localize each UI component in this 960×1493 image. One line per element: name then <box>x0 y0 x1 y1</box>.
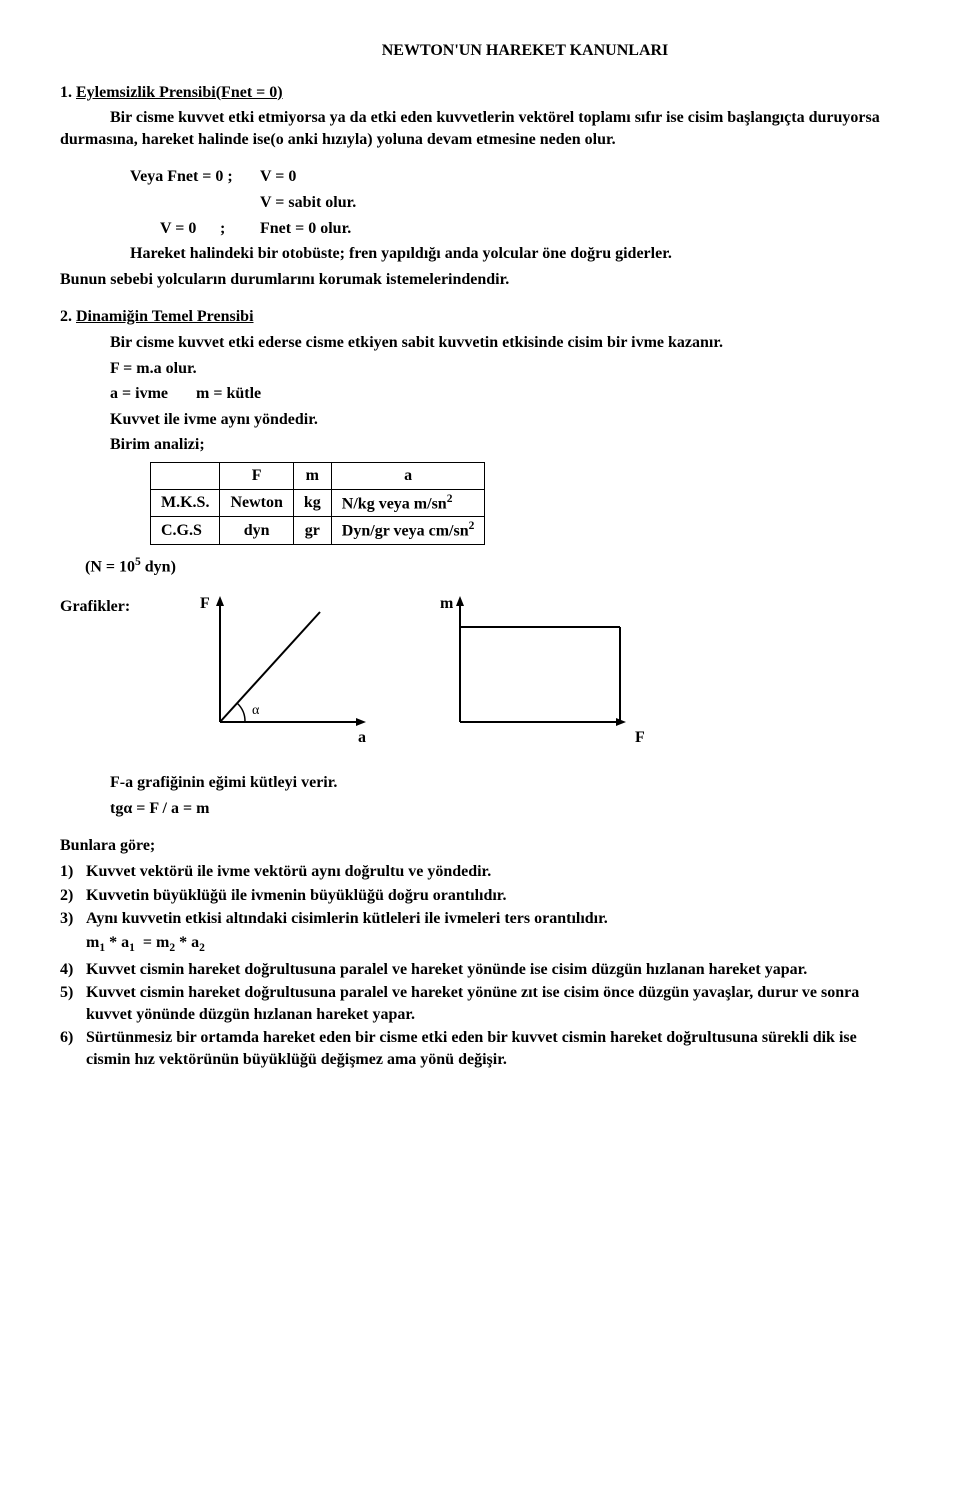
extra-formula: m1 * a1 = m2 * a2 <box>86 932 900 957</box>
cell: dyn <box>220 517 293 545</box>
slope-line1: F-a grafiğinin eğimi kütleyi verir. <box>110 772 900 794</box>
list-item: 2) Kuvvetin büyüklüğü ile ivmenin büyükl… <box>60 885 900 907</box>
s1-line5: Bunun sebebi yolcuların durumlarını koru… <box>60 269 900 291</box>
cell: N/kg veya m/sn2 <box>331 489 485 517</box>
section-2-paragraph: Bir cisme kuvvet etki ederse cisme etkiy… <box>60 332 900 354</box>
list-text: Kuvvet vektörü ile ivme vektörü aynı doğ… <box>86 861 900 883</box>
list-text: Kuvvet cismin hareket doğrultusuna paral… <box>86 959 900 981</box>
s2-line2a: a = ivme <box>110 385 168 402</box>
cell: gr <box>293 517 331 545</box>
graphs-row: Grafikler: F a α m F <box>60 592 900 762</box>
axis-label-m: m <box>440 595 454 612</box>
cell: Newton <box>220 489 293 517</box>
list-item: 6) Sürtünmesiz bir ortamda hareket eden … <box>60 1027 900 1070</box>
dyn-note: (N = 105 dyn) <box>85 555 900 578</box>
slope-line2: tgα = F / a = m <box>110 798 900 820</box>
list-text: Aynı kuvvetin etkisi altındaki cisimleri… <box>86 908 900 930</box>
table-row: M.K.S. Newton kg N/kg veya m/sn2 <box>151 489 485 517</box>
s1-line1a: Veya Fnet = 0 ; <box>130 166 260 188</box>
list-item: 4) Kuvvet cismin hareket doğrultusuna pa… <box>60 959 900 981</box>
s1-line3c: Fnet = 0 olur. <box>260 218 351 240</box>
list-number: 1) <box>60 861 86 883</box>
s2-line1: F = m.a olur. <box>110 358 900 380</box>
s2-line2b: m = kütle <box>196 385 261 402</box>
s1-line1b: V = 0 <box>260 166 296 188</box>
axis-label-F: F <box>200 595 210 612</box>
section-1-number: 1. <box>60 84 72 101</box>
s1-line4: Hareket halindeki bir otobüste; fren yap… <box>130 243 900 265</box>
cell: F <box>220 462 293 489</box>
alpha-label: α <box>252 703 260 718</box>
list-text: Kuvvetin büyüklüğü ile ivmenin büyüklüğü… <box>86 885 900 907</box>
s2-line2: a = ivme m = kütle <box>110 383 900 405</box>
section-1-paragraph: Bir cisme kuvvet etki etmiyorsa ya da et… <box>60 107 900 150</box>
graph-f-a: F a α <box>190 592 390 762</box>
table-row: F m a <box>151 462 485 489</box>
s1-line3b: ; <box>220 218 260 240</box>
graph-m-f: m F <box>430 592 660 762</box>
section-2-title: Dinamiğin Temel Prensibi <box>76 308 254 325</box>
axis-label-a: a <box>358 729 366 746</box>
list-number: 4) <box>60 959 86 981</box>
list-text: Kuvvet cismin hareket doğrultusuna paral… <box>86 982 900 1025</box>
cell: a <box>331 462 485 489</box>
graphs-label: Grafikler: <box>60 592 130 618</box>
list-item: 1) Kuvvet vektörü ile ivme vektörü aynı … <box>60 861 900 883</box>
cell: kg <box>293 489 331 517</box>
list-item: 5) Kuvvet cismin hareket doğrultusuna pa… <box>60 982 900 1025</box>
list-number: 2) <box>60 885 86 907</box>
bullets-intro: Bunlara göre; <box>60 835 900 857</box>
list-item-extra: m1 * a1 = m2 * a2 <box>60 932 900 957</box>
s2-line3: Kuvvet ile ivme aynı yöndedir. <box>110 409 900 431</box>
list-item: 3) Aynı kuvvetin etkisi altındaki cisiml… <box>60 908 900 930</box>
list-number: 5) <box>60 982 86 1025</box>
section-2-number: 2. <box>60 308 72 325</box>
section-2-heading: 2. Dinamiğin Temel Prensibi <box>60 306 900 328</box>
cell: C.G.S <box>151 517 220 545</box>
axis-label-F2: F <box>635 729 645 746</box>
section-1-heading: 1. Eylemsizlik Prensibi(Fnet = 0) <box>60 82 900 104</box>
page-title: NEWTON'UN HAREKET KANUNLARI <box>150 40 900 62</box>
s2-line4: Birim analizi; <box>110 434 900 456</box>
cell: Dyn/gr veya cm/sn2 <box>331 517 485 545</box>
list-number: 6) <box>60 1027 86 1070</box>
cell <box>151 462 220 489</box>
list-number: 3) <box>60 908 86 930</box>
list-text: Sürtünmesiz bir ortamda hareket eden bir… <box>86 1027 900 1070</box>
cell: m <box>293 462 331 489</box>
cell: M.K.S. <box>151 489 220 517</box>
s1-line2: V = sabit olur. <box>260 192 900 214</box>
table-row: C.G.S dyn gr Dyn/gr veya cm/sn2 <box>151 517 485 545</box>
section-1-title: Eylemsizlik Prensibi(Fnet = 0) <box>76 84 283 101</box>
s1-line3a: V = 0 <box>160 218 220 240</box>
units-table: F m a M.K.S. Newton kg N/kg veya m/sn2 C… <box>150 462 485 545</box>
